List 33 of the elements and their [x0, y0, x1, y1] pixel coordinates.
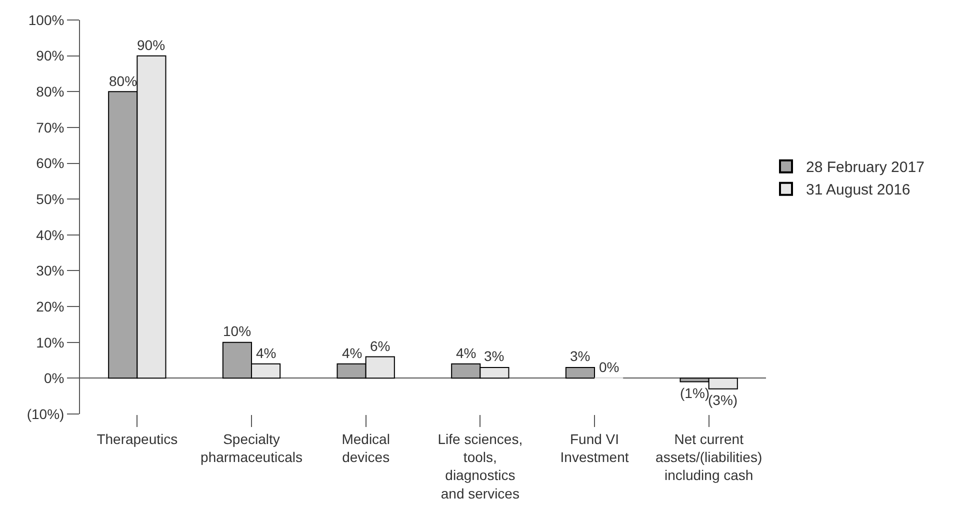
data-label: 4% — [342, 345, 362, 361]
data-label: 3% — [570, 348, 590, 364]
x-tick-label: Therapeutics — [96, 430, 178, 447]
legend-label: 31 August 2016 — [806, 182, 910, 199]
y-tick-label: 10% — [36, 334, 64, 350]
y-tick-label: 0% — [44, 370, 64, 386]
data-label: 10% — [223, 323, 252, 339]
data-label: 4% — [256, 345, 276, 361]
x-tick-label: Medical devices — [342, 430, 390, 465]
data-label: (1%) — [680, 385, 710, 401]
x-tick-label: Specialty pharmaceuticals — [200, 430, 302, 465]
data-label: 80% — [109, 73, 138, 89]
y-tick-label: (10%) — [26, 406, 64, 422]
legend-label: 28 February 2017 — [806, 159, 924, 176]
data-label: 6% — [370, 338, 390, 354]
y-tick-label: 40% — [36, 226, 64, 243]
y-tick-label: 60% — [36, 155, 64, 172]
y-tick-label: 70% — [36, 119, 64, 136]
y-tick-label: 50% — [36, 190, 64, 207]
x-tick-label: Life sciences, tools, diagnostics and services — [438, 430, 523, 502]
x-tick-label: Fund VI Investment — [560, 430, 629, 465]
y-tick-label: 20% — [36, 298, 64, 314]
data-label: 4% — [456, 345, 476, 361]
y-tick-label: 30% — [36, 262, 64, 279]
x-tick-label: Net current assets/(liabilities) including cash — [656, 430, 762, 484]
data-label: 90% — [137, 37, 166, 53]
y-tick-label: 90% — [36, 48, 64, 64]
y-tick-label: 100% — [28, 12, 64, 28]
y-tick-label: 80% — [36, 84, 64, 100]
data-label: (3%) — [708, 392, 738, 408]
data-label: 3% — [484, 348, 504, 364]
data-label: 0% — [599, 359, 620, 375]
bar — [565, 366, 595, 379]
